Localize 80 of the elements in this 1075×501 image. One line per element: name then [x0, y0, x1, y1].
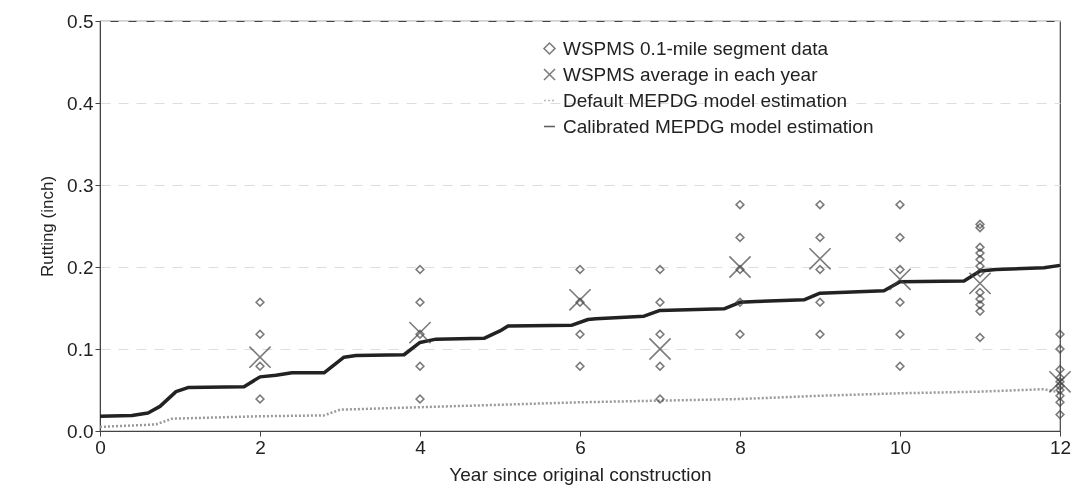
point	[415, 297, 425, 307]
x-tick-label: 0	[95, 436, 106, 458]
point	[655, 329, 665, 339]
point	[975, 332, 985, 343]
y-tick-label: 0.3	[67, 174, 94, 196]
point	[655, 394, 665, 404]
x-tick-label: 2	[255, 436, 266, 458]
x-axis-title: Year since original construction	[449, 463, 712, 485]
x-tick-label: 12	[1049, 436, 1072, 458]
point	[1055, 344, 1065, 354]
point	[415, 264, 425, 275]
point	[975, 300, 985, 310]
point	[575, 361, 585, 371]
y-axis-title: Rutting (inch)	[38, 175, 58, 278]
point	[1055, 397, 1065, 407]
point	[1055, 329, 1065, 339]
y-tick-label: 0.2	[67, 256, 94, 278]
point	[895, 329, 905, 339]
point	[895, 297, 905, 307]
point	[895, 200, 905, 210]
point	[1055, 391, 1065, 401]
point	[975, 287, 985, 298]
point	[655, 361, 665, 371]
point	[975, 268, 985, 278]
point	[1055, 381, 1065, 391]
point	[815, 232, 825, 243]
point	[815, 200, 825, 210]
point	[735, 232, 745, 243]
point	[415, 394, 425, 404]
point	[735, 200, 745, 210]
point	[415, 361, 425, 371]
point	[408, 321, 432, 345]
point	[728, 255, 752, 279]
point	[888, 267, 912, 291]
point	[735, 329, 745, 339]
point	[415, 329, 425, 339]
legend-label: Calibrated MEPDG model estimation	[563, 115, 874, 137]
point	[975, 306, 985, 316]
point	[1055, 409, 1065, 420]
point	[655, 297, 665, 307]
y-tick-label: 0.1	[67, 338, 94, 360]
legend-label: WSPMS average in each year	[563, 63, 819, 85]
point	[255, 329, 265, 339]
point	[968, 271, 992, 295]
point	[808, 247, 832, 271]
line-series	[98, 263, 1062, 418]
y-tick-label: 0.5	[67, 10, 94, 32]
point	[815, 329, 825, 339]
point	[815, 264, 825, 275]
point	[735, 297, 745, 307]
point	[255, 394, 265, 404]
y-tick-label: 0.0	[67, 420, 94, 442]
x-tick-label: 8	[735, 436, 746, 458]
point	[648, 337, 672, 361]
legend-label: WSPMS 0.1-mile segment data	[563, 37, 829, 59]
point	[655, 264, 665, 275]
point	[895, 264, 905, 275]
point	[1055, 364, 1065, 375]
point	[975, 242, 985, 252]
point	[575, 329, 585, 339]
point	[975, 254, 985, 265]
point	[1055, 385, 1065, 395]
point	[248, 345, 272, 369]
point	[568, 288, 592, 312]
point	[735, 264, 745, 275]
x-tick-label: 4	[415, 436, 427, 458]
x-tick-label: 6	[575, 436, 586, 458]
point	[975, 248, 985, 258]
x-tick-label: 10	[889, 436, 912, 458]
y-tick-label: 0.4	[67, 92, 94, 114]
point	[895, 232, 905, 243]
point	[815, 297, 825, 307]
point	[975, 294, 985, 304]
point	[975, 261, 985, 271]
point	[575, 297, 585, 307]
point	[575, 264, 585, 275]
point	[255, 361, 265, 371]
point	[255, 297, 265, 307]
legend-label: Default MEPDG model estimation	[563, 89, 848, 111]
point	[895, 361, 905, 371]
